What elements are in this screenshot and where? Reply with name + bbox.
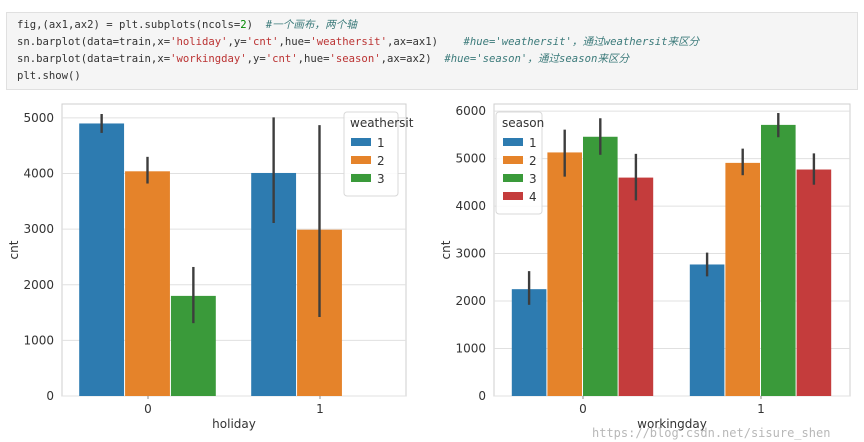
x-axis-label: workingday: [637, 417, 707, 431]
legend-title: season: [502, 116, 544, 130]
legend-entry: 1: [377, 136, 385, 150]
code-token: ,ax=ax2): [380, 53, 445, 65]
code-line: sn.barplot(data=train,x='workingday',y='…: [17, 53, 629, 65]
watermark: https://blog.csdn.net/sisure_shen: [592, 426, 831, 440]
code-line: plt.show(): [17, 70, 81, 82]
legend-swatch: [503, 156, 523, 164]
code-token: sn.barplot(data=train,x=: [17, 53, 171, 65]
chart-1: 0 1000 2000 3000 4000 5000 0 1 holiday cnt weather…: [7, 103, 414, 431]
x-tick-label: 0: [144, 402, 152, 416]
x-tick-label: 1: [316, 402, 324, 416]
x-tick-label: 0: [579, 402, 587, 416]
y-tick-label: 4000: [23, 167, 54, 181]
y-tick-label: 3000: [455, 247, 486, 261]
code-line: sn.barplot(data=train,x='holiday',y='cnt…: [17, 36, 699, 48]
y-tick-label: 1000: [455, 342, 486, 356]
legend-entry: 2: [529, 154, 537, 168]
y-tick-label: 1000: [23, 333, 54, 347]
x-axis-label: holiday: [212, 417, 256, 431]
code-token: 'cnt': [246, 36, 279, 48]
legend-swatch: [503, 192, 523, 200]
code-token: ): [246, 19, 266, 31]
bar: [796, 169, 832, 396]
bar: [511, 289, 547, 396]
code-token: ,hue=: [278, 36, 311, 48]
y-axis-label: cnt: [7, 240, 21, 259]
y-axis-label: cnt: [439, 240, 453, 259]
code-token: ,y=: [227, 36, 247, 48]
legend-entry: 4: [529, 190, 537, 204]
bar: [689, 264, 725, 396]
legend-swatch: [351, 174, 371, 182]
y-tick-label: 0: [478, 389, 486, 403]
legend: weathersit 1 2 3: [343, 111, 414, 197]
legend-title: weathersit: [350, 116, 414, 130]
bar: [725, 162, 760, 396]
y-tick-label: 3000: [23, 222, 54, 236]
y-tick-label: 5000: [23, 111, 54, 125]
legend-swatch: [503, 138, 523, 146]
code-token: ,hue=: [297, 53, 330, 65]
bar: [125, 171, 170, 396]
code-token: #一个画布，两个轴: [265, 19, 357, 31]
y-tick-label: 4000: [455, 199, 486, 213]
legend: season 1 2 3 4: [495, 111, 544, 215]
y-tick-label: 2000: [23, 278, 54, 292]
legend-entry: 3: [377, 172, 385, 186]
bar: [79, 123, 125, 396]
legend-swatch: [351, 138, 371, 146]
chart-2: 0 1000 2000 3000 4000 5000 6000 0 1 workingday cnt…: [439, 103, 851, 431]
bar: [547, 152, 582, 396]
code-token: 2: [240, 19, 247, 31]
legend-swatch: [351, 156, 371, 164]
bar: [583, 136, 618, 396]
code-token: 'cnt': [265, 53, 298, 65]
code-token: 'workingday': [170, 53, 247, 65]
legend-entry: 1: [529, 136, 537, 150]
code-token: 'season': [329, 53, 381, 65]
code-token: 'weathersit': [310, 36, 387, 48]
legend-swatch: [503, 174, 523, 182]
y-tick-label: 5000: [455, 152, 486, 166]
code-cell[interactable]: fig,(ax1,ax2) = plt.subplots(ncols=2) #一…: [6, 12, 858, 90]
code-token: #hue='season'，通过season来区分: [444, 53, 630, 65]
legend-entry: 2: [377, 154, 385, 168]
bar: [618, 177, 654, 396]
y-tick-label: 6000: [455, 104, 486, 118]
code-token: sn.barplot(data=train,x=: [17, 36, 171, 48]
code-line: fig,(ax1,ax2) = plt.subplots(ncols=2) #一…: [17, 19, 357, 31]
code-block: fig,(ax1,ax2) = plt.subplots(ncols=2) #一…: [17, 17, 699, 85]
bar: [761, 124, 796, 397]
x-tick-label: 1: [757, 402, 765, 416]
code-token: plt.show(): [17, 70, 81, 82]
legend-entry: 3: [529, 172, 537, 186]
code-token: #hue='weathersit'，通过weathersit来区分: [463, 36, 700, 48]
code-token: fig,(ax1,ax2) = plt.subplots(ncols=: [17, 19, 241, 31]
code-token: 'holiday': [170, 36, 228, 48]
y-tick-label: 2000: [455, 294, 486, 308]
code-token: ,ax=ax1): [386, 36, 464, 48]
y-tick-label: 0: [46, 389, 54, 403]
code-token: ,y=: [246, 53, 266, 65]
